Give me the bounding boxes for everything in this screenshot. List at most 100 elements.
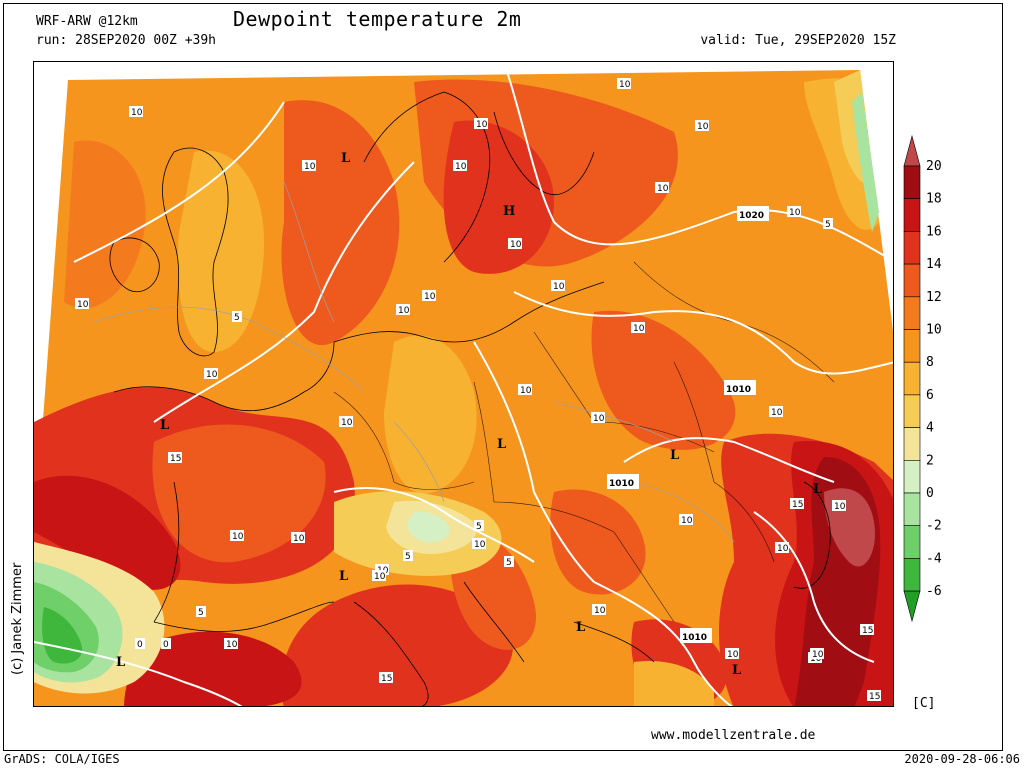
contour-label: 10 xyxy=(591,412,605,424)
svg-text:10: 10 xyxy=(232,532,244,542)
dewpoint-contours xyxy=(93,181,735,543)
contour-label: 10 xyxy=(551,280,565,292)
pressure-center-low: L xyxy=(732,663,741,678)
colorbar-tick-label: 12 xyxy=(926,290,942,305)
isobar-label-group: 1020 1010 1010 1010 xyxy=(607,206,769,643)
colorbar-tick-label: 8 xyxy=(926,355,934,370)
svg-text:0: 0 xyxy=(137,640,143,650)
svg-text:10: 10 xyxy=(771,408,783,418)
field-warm-mediterranean xyxy=(124,631,302,706)
contour-label: 10 xyxy=(832,500,846,512)
contour-label: 10 xyxy=(75,298,89,310)
contour-label: 15 xyxy=(168,452,182,464)
contour-label: 10 xyxy=(302,160,316,172)
model-label: WRF-ARW @12km xyxy=(36,14,138,29)
units-label: [C] xyxy=(912,696,936,711)
colorbar-tick-label: 20 xyxy=(926,159,942,174)
contour-label: 10 xyxy=(474,118,488,130)
contour-label: 10 xyxy=(472,538,486,550)
svg-text:10: 10 xyxy=(619,80,631,90)
svg-text:15: 15 xyxy=(792,500,803,510)
contour-label: 10 xyxy=(372,570,386,582)
contour-label: 15 xyxy=(379,672,393,684)
colorbar-swatch xyxy=(903,329,921,363)
svg-text:5: 5 xyxy=(476,522,482,532)
svg-text:10: 10 xyxy=(789,208,801,218)
colorbar-swatch xyxy=(903,263,921,298)
contour-label: 10 xyxy=(725,648,739,660)
field-warm-italy xyxy=(281,584,513,706)
contour-label: 0 xyxy=(135,638,145,650)
colorbar-swatch xyxy=(903,459,921,494)
pressure-center-low: L xyxy=(813,482,822,497)
field-warm-baltic xyxy=(443,120,554,274)
svg-text:10: 10 xyxy=(681,516,693,526)
pressure-center-low: L xyxy=(497,437,506,452)
contour-label: 10 xyxy=(592,604,606,616)
colorbar-swatch xyxy=(903,525,921,559)
copyright-text: (c) Janek Zimmer xyxy=(10,562,25,675)
svg-text:1010: 1010 xyxy=(682,633,707,643)
contour-label: 15 xyxy=(860,624,874,636)
colorbar-swatch xyxy=(903,198,921,232)
contour-label: 10 xyxy=(775,542,789,554)
field-cold-alps xyxy=(407,511,450,543)
svg-text:10: 10 xyxy=(812,650,824,660)
field-warm-poland xyxy=(591,310,736,450)
svg-text:1010: 1010 xyxy=(726,385,751,395)
website-label: www.modellzentrale.de xyxy=(651,728,816,743)
contour-label: 5 xyxy=(232,311,242,323)
contour-label: 15 xyxy=(790,498,804,510)
pressure-center-low: L xyxy=(341,151,350,166)
svg-text:0: 0 xyxy=(163,640,169,650)
contour-label: 10 xyxy=(787,206,801,218)
svg-text:10: 10 xyxy=(374,572,386,582)
contour-label: 15 xyxy=(867,690,881,702)
colorbar-top-arrow xyxy=(903,134,921,167)
footer-timestamp-label: 2020-09-28-06:06 xyxy=(904,752,1020,766)
contour-label: 10 xyxy=(396,304,410,316)
contour-label: 10 xyxy=(291,532,305,544)
svg-text:10: 10 xyxy=(510,240,522,250)
svg-text:10: 10 xyxy=(398,306,410,316)
colorbar-tick-label: 0 xyxy=(926,486,934,501)
colorbar-tick-label: 2 xyxy=(926,453,934,468)
svg-text:10: 10 xyxy=(633,324,645,334)
contour-label: 5 xyxy=(504,556,514,568)
colorbar-bottom-arrow xyxy=(903,590,921,623)
field-warm-uk-west xyxy=(64,140,146,309)
contour-label: 10 xyxy=(204,368,218,380)
svg-text:10: 10 xyxy=(697,122,709,132)
contour-label: 5 xyxy=(474,520,484,532)
contour-label: 10 xyxy=(631,322,645,334)
svg-text:10: 10 xyxy=(226,640,238,650)
field-warm-balkan xyxy=(550,489,646,595)
isobars xyxy=(34,62,893,706)
svg-text:10: 10 xyxy=(341,418,353,428)
map-title: Dewpoint temperature 2m xyxy=(233,7,522,31)
colorbar-swatch xyxy=(903,361,921,396)
svg-text:10: 10 xyxy=(131,108,143,118)
svg-text:10: 10 xyxy=(476,120,488,130)
contour-label: 10 xyxy=(224,638,238,650)
contour-label: 10 xyxy=(129,106,143,118)
dewpoint-map: 10 10 10 10 10 10 10 10 10 10 10 10 10 1… xyxy=(33,61,894,707)
svg-text:1010: 1010 xyxy=(609,479,634,489)
field-cold-east-edge xyxy=(852,92,879,232)
isobar-label: 1020 xyxy=(737,206,769,221)
colorbar-tick-label: -4 xyxy=(926,551,942,566)
contour-label: 10 xyxy=(679,514,693,526)
colorbar-tick-label: -6 xyxy=(926,584,942,599)
colorbar-tick-label: 14 xyxy=(926,257,942,272)
svg-text:10: 10 xyxy=(474,540,486,550)
contour-label: 10 xyxy=(453,160,467,172)
colorbar-tick-label: 10 xyxy=(926,323,942,338)
colorbar-swatch xyxy=(903,427,921,461)
svg-text:5: 5 xyxy=(506,558,512,568)
field-mild-germany xyxy=(384,335,477,494)
colorbar-swatch xyxy=(903,492,921,527)
contour-label: 10 xyxy=(617,78,631,90)
field-mild-balkan-south xyxy=(634,661,714,706)
contour-label: 10 xyxy=(695,120,709,132)
